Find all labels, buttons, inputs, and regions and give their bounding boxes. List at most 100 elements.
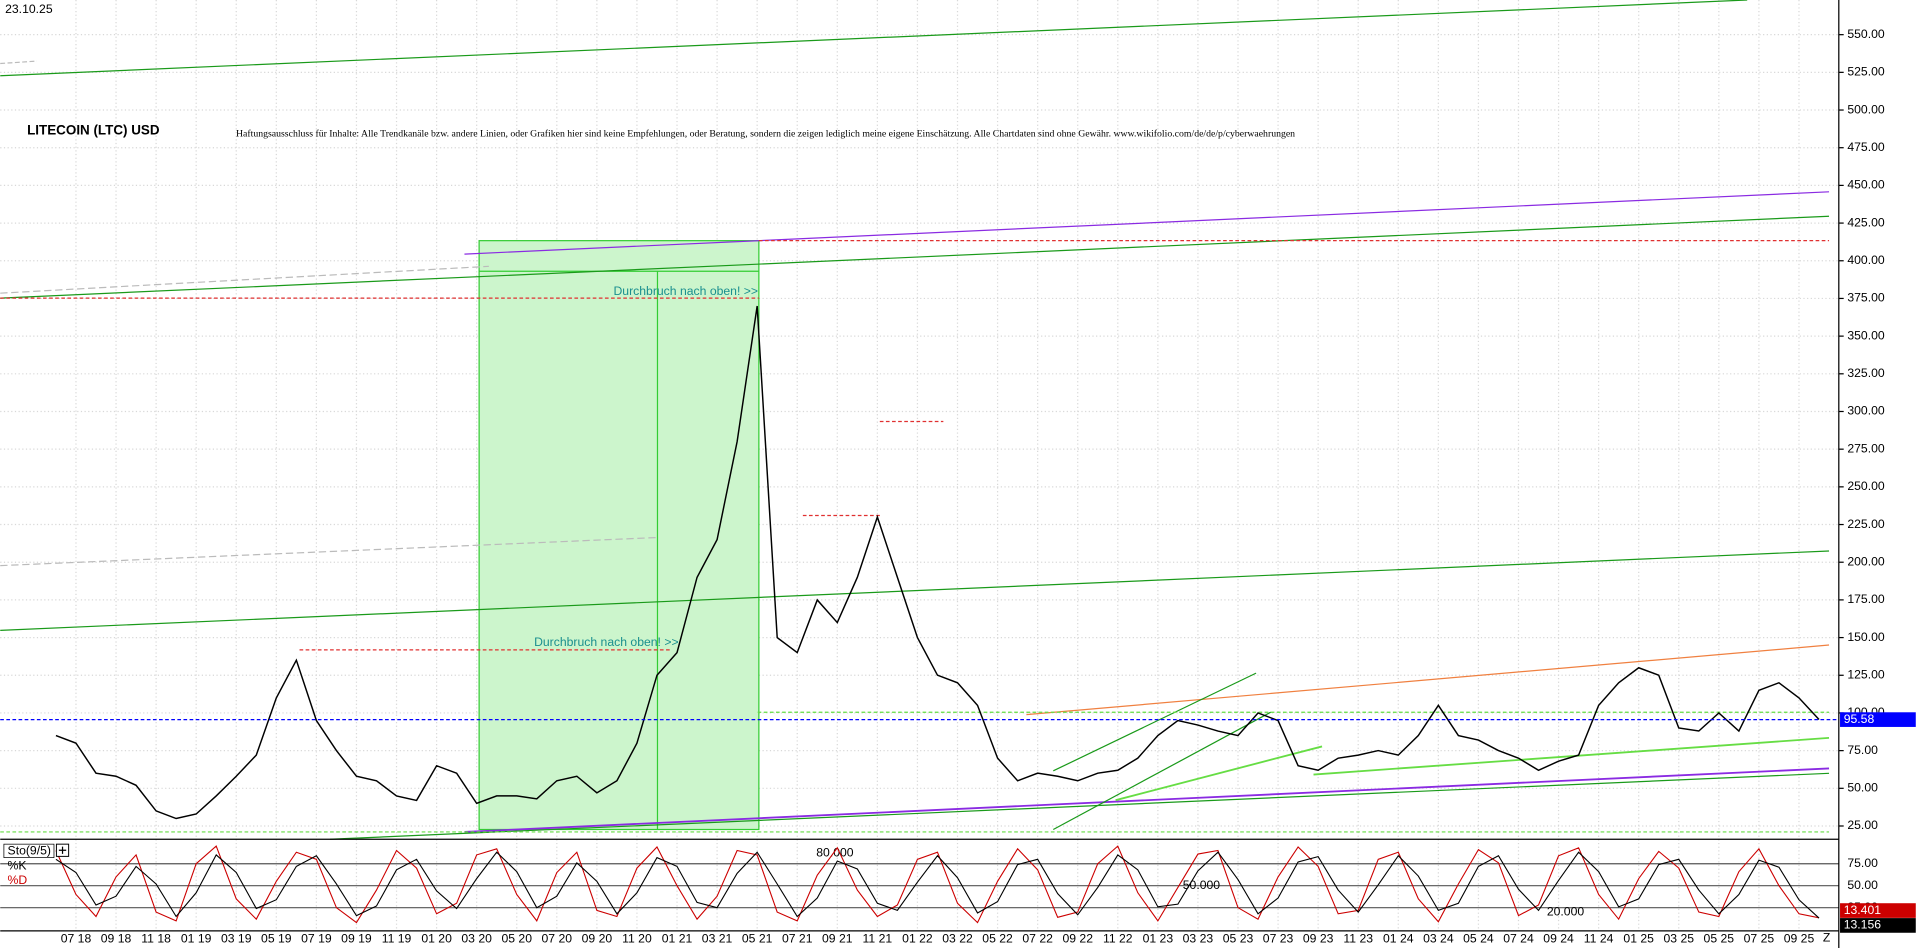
x-tick-label: 07 24 (1503, 932, 1534, 946)
x-tick-label: 07 22 (1022, 932, 1053, 946)
y-tick-label: 425.00 (1847, 215, 1885, 229)
level-label: 80.000 (816, 845, 854, 859)
x-tick-label: 05 24 (1463, 932, 1494, 946)
y-tick-label: 500.00 (1847, 102, 1885, 116)
trend-line (330, 772, 1830, 840)
x-tick-label: 11 23 (1343, 932, 1373, 946)
add-icon (58, 846, 67, 854)
y-tick-label: 450.00 (1847, 178, 1885, 192)
y-tick-label: 75.00 (1847, 743, 1878, 757)
y-tick-label: 300.00 (1847, 404, 1885, 418)
series-line (55, 851, 1820, 919)
x-tick-label: 01 24 (1383, 932, 1414, 946)
x-tick-label: 01 22 (902, 932, 933, 946)
trend-line (1026, 644, 1830, 716)
x-tick-label: 11 24 (1584, 932, 1614, 946)
x-tick-label: 05 19 (261, 932, 292, 946)
value-tag (1840, 903, 1916, 918)
y-tick-label: 150.00 (1847, 630, 1885, 644)
x-tick-label: 03 20 (461, 932, 492, 946)
trend-line (1052, 711, 1272, 831)
trend-line (0, 265, 489, 294)
trend-line (0, 550, 1830, 631)
x-tick-label: 07 21 (782, 932, 813, 946)
x-tick-label: 07 25 (1744, 932, 1775, 946)
x-tick-label: 05 20 (501, 932, 532, 946)
x-tick-label: 07 23 (1263, 932, 1294, 946)
value-tag-label: 13.156 (1844, 918, 1882, 932)
x-tick-label: 09 24 (1543, 932, 1574, 946)
breakout-zone (478, 240, 760, 831)
x-tick-label: 01 21 (662, 932, 693, 946)
x-tick-label: 09 18 (101, 932, 132, 946)
level-label: 50.000 (1183, 878, 1221, 892)
x-tick-label: 03 24 (1423, 932, 1454, 946)
x-tick-label: 07 18 (61, 932, 92, 946)
x-tick-label: 03 25 (1663, 932, 1694, 946)
x-tick-label: 07 19 (301, 932, 332, 946)
x-tick-label: 05 22 (982, 932, 1013, 946)
series-line (55, 845, 1820, 924)
x-tick-label: 01 20 (421, 932, 452, 946)
x-tick-label: 05 25 (1704, 932, 1735, 946)
indicator-box (3, 843, 55, 858)
y-tick-label: 350.00 (1847, 328, 1885, 342)
y-tick-label: 50.00 (1847, 781, 1878, 795)
y-tick-label: 550.00 (1847, 27, 1885, 41)
y-tick-label: 275.00 (1847, 441, 1885, 455)
legend-k: %K (8, 858, 27, 872)
x-tick-label: 03 21 (702, 932, 733, 946)
trend-lines (0, 0, 1830, 840)
x-tick-label: 11 21 (863, 932, 893, 946)
trend-line (464, 767, 1830, 833)
level-label: 20.000 (1547, 904, 1585, 918)
x-tick-label: 05 23 (1223, 932, 1254, 946)
x-tick-label: 09 21 (822, 932, 853, 946)
legend-d: %D (8, 873, 28, 887)
trend-line (0, 60, 37, 65)
trend-line (1313, 736, 1830, 776)
x-tick-label: 11 18 (141, 932, 171, 946)
indicator-title: Sto(9/5) (8, 844, 51, 858)
series-line (55, 305, 1820, 820)
y-tick-label: 125.00 (1847, 667, 1885, 681)
y-tick-label: 225.00 (1847, 517, 1885, 531)
x-tick-label: 11 20 (622, 932, 652, 946)
trend-line (464, 191, 1830, 255)
x-end-label: Z (1823, 930, 1831, 944)
date-label: 23.10.25 (5, 2, 53, 16)
trend-line (1115, 745, 1323, 802)
x-tick-label: 01 19 (181, 932, 212, 946)
y-tick-label: 475.00 (1847, 140, 1885, 154)
y-tick-label: 50.00 (1847, 878, 1878, 892)
x-tick-label: 11 19 (382, 932, 412, 946)
price-tag (1840, 712, 1916, 727)
y-tick-label: 525.00 (1847, 65, 1885, 79)
x-tick-label: 09 25 (1784, 932, 1815, 946)
y-tick-label: 250.00 (1847, 479, 1885, 493)
trend-line (0, 0, 1748, 77)
x-tick-label: 09 22 (1062, 932, 1093, 946)
annotation: Durchbruch nach oben! >> (534, 635, 679, 649)
x-tick-label: 07 20 (542, 932, 573, 946)
x-tick-label: 09 19 (341, 932, 372, 946)
disclaimer: Haftungsausschluss für Inhalte: Alle Tre… (236, 129, 1295, 140)
x-tick-label: 03 19 (221, 932, 252, 946)
plot: 25.0050.0075.00100.00125.00150.00175.002… (0, 27, 1916, 946)
x-tick-label: 03 23 (1183, 932, 1214, 946)
y-tick-label: 375.00 (1847, 291, 1885, 305)
x-tick-label: 09 20 (582, 932, 613, 946)
x-tick-label: 03 22 (942, 932, 973, 946)
y-tick-label: 75.00 (1847, 856, 1878, 870)
trend-line (1053, 672, 1257, 772)
value-tag-label: 13.401 (1844, 903, 1882, 917)
x-tick-label: 09 23 (1303, 932, 1334, 946)
y-tick-label: 25.00 (1847, 818, 1878, 832)
x-tick-label: 01 25 (1623, 932, 1654, 946)
x-tick-label: 11 22 (1103, 932, 1133, 946)
y-tick-label: 400.00 (1847, 253, 1885, 267)
y-tick-label: 325.00 (1847, 366, 1885, 380)
y-tick-label: 200.00 (1847, 554, 1885, 568)
chart-title: LITECOIN (LTC) USD (27, 122, 160, 137)
